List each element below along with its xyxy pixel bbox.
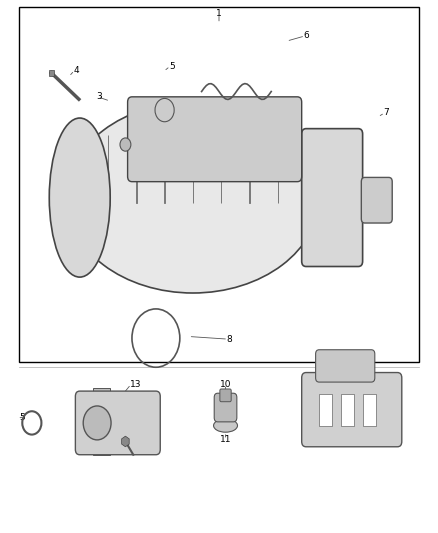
Text: 5: 5 <box>19 413 25 422</box>
Ellipse shape <box>120 138 131 151</box>
Text: 10: 10 <box>220 379 231 389</box>
Bar <box>341 394 354 425</box>
FancyBboxPatch shape <box>220 389 231 402</box>
FancyBboxPatch shape <box>316 350 375 382</box>
Text: 11: 11 <box>220 435 231 445</box>
FancyBboxPatch shape <box>302 128 363 266</box>
FancyBboxPatch shape <box>127 97 302 182</box>
Text: 3: 3 <box>96 92 102 101</box>
Text: 13: 13 <box>130 379 141 389</box>
Text: 8: 8 <box>227 335 233 344</box>
Ellipse shape <box>67 102 319 293</box>
Text: 6: 6 <box>304 31 310 41</box>
Text: 12: 12 <box>140 441 151 450</box>
Bar <box>93 389 110 397</box>
Text: 2: 2 <box>66 183 71 192</box>
Bar <box>49 70 54 76</box>
FancyBboxPatch shape <box>361 177 392 223</box>
Text: 5: 5 <box>169 62 175 70</box>
FancyBboxPatch shape <box>214 393 237 422</box>
Ellipse shape <box>214 419 237 432</box>
Circle shape <box>83 406 111 440</box>
FancyBboxPatch shape <box>75 391 160 455</box>
Bar <box>19 7 419 362</box>
Ellipse shape <box>49 118 110 277</box>
Text: 4: 4 <box>73 66 79 75</box>
Text: 1: 1 <box>216 9 222 18</box>
Bar <box>93 447 110 455</box>
Text: 7: 7 <box>384 108 389 117</box>
FancyBboxPatch shape <box>302 373 402 447</box>
Bar <box>319 394 332 425</box>
Bar <box>363 394 376 425</box>
Text: 9: 9 <box>364 374 370 383</box>
